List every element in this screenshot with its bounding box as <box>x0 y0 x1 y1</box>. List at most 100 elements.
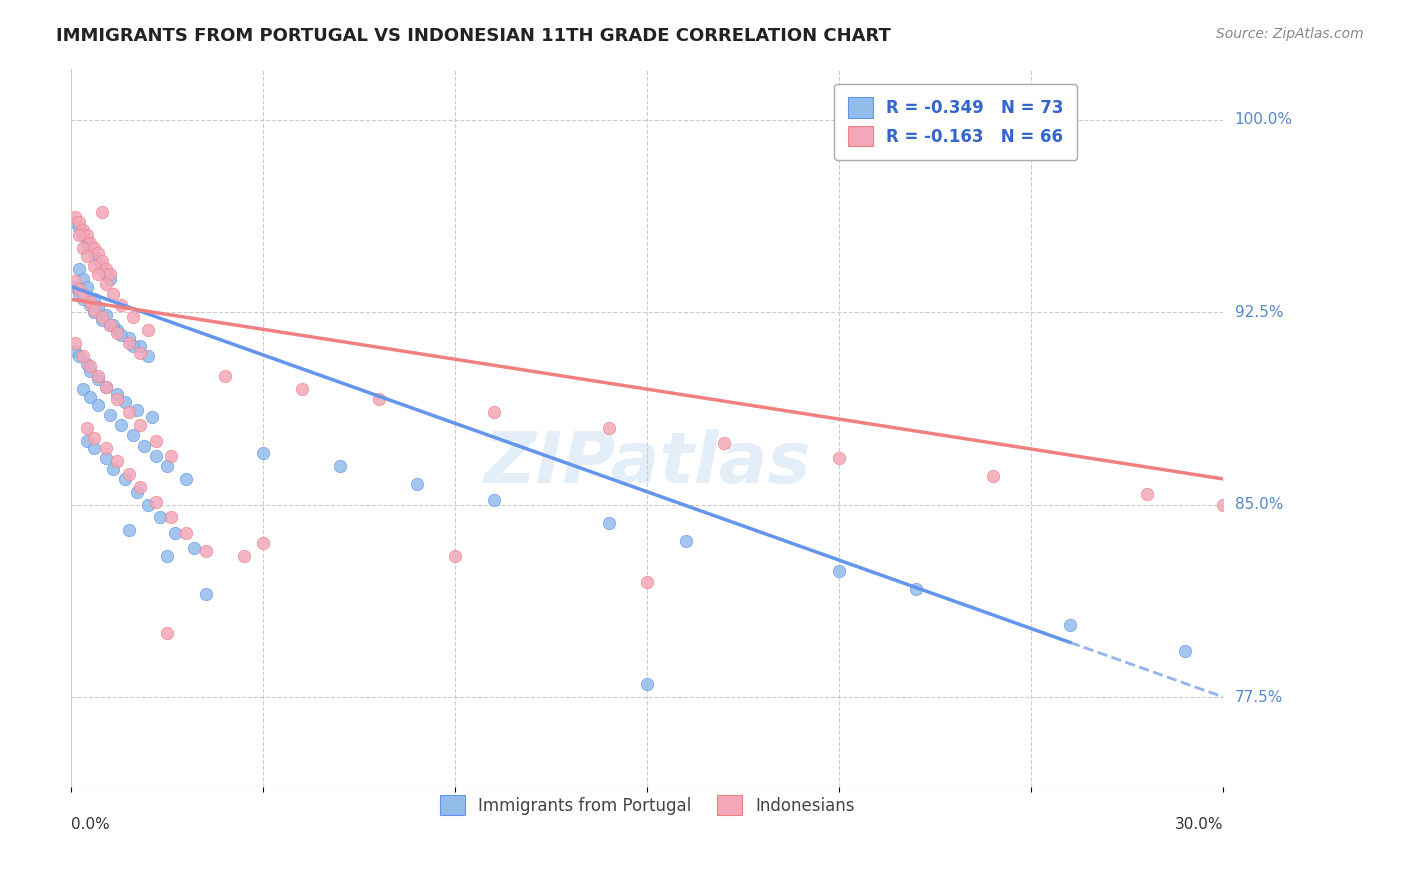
Point <box>83 302 105 317</box>
Point <box>98 272 121 286</box>
Text: Source: ZipAtlas.com: Source: ZipAtlas.com <box>1216 27 1364 41</box>
Point <box>87 372 110 386</box>
Legend: Immigrants from Portugal, Indonesians: Immigrants from Portugal, Indonesians <box>427 781 868 829</box>
Point <box>176 472 198 486</box>
Point <box>141 410 163 425</box>
Text: ZIPatlas: ZIPatlas <box>484 429 811 498</box>
Point <box>194 587 217 601</box>
Point <box>905 582 928 597</box>
Text: IMMIGRANTS FROM PORTUGAL VS INDONESIAN 11TH GRADE CORRELATION CHART: IMMIGRANTS FROM PORTUGAL VS INDONESIAN 1… <box>56 27 891 45</box>
Point <box>91 205 114 219</box>
Point <box>981 469 1004 483</box>
Point <box>79 364 101 378</box>
Point <box>160 449 183 463</box>
Text: 0.0%: 0.0% <box>72 817 110 832</box>
Point <box>828 451 851 466</box>
Point <box>121 428 143 442</box>
Text: 30.0%: 30.0% <box>1175 817 1223 832</box>
Point <box>118 331 141 345</box>
Point <box>67 261 90 276</box>
Point <box>98 318 121 332</box>
Point <box>828 565 851 579</box>
Point <box>87 300 110 314</box>
Point <box>72 382 94 396</box>
Point <box>76 249 98 263</box>
Point <box>675 533 697 548</box>
Point <box>63 336 86 351</box>
Point <box>233 549 256 563</box>
Point <box>63 215 86 229</box>
Point <box>76 420 98 434</box>
Point <box>156 626 179 640</box>
Point <box>291 382 314 396</box>
Point <box>67 287 90 301</box>
Point <box>156 549 179 563</box>
Point <box>103 287 125 301</box>
Point <box>94 267 117 281</box>
Point <box>79 390 101 404</box>
Point <box>72 228 94 243</box>
Point <box>110 297 132 311</box>
Point <box>79 297 101 311</box>
Point <box>94 441 117 455</box>
Point <box>72 293 94 307</box>
Point <box>252 536 274 550</box>
Point <box>598 420 620 434</box>
Point <box>76 279 98 293</box>
Point <box>94 277 117 291</box>
Point <box>103 461 125 475</box>
Point <box>118 467 141 481</box>
Point <box>160 510 183 524</box>
Point <box>67 228 90 243</box>
Point <box>105 326 128 340</box>
Point <box>194 544 217 558</box>
Point <box>125 402 148 417</box>
Point <box>482 405 505 419</box>
Point <box>94 261 117 276</box>
Point <box>114 395 136 409</box>
Point <box>121 338 143 352</box>
Point <box>79 241 101 255</box>
Point <box>176 525 198 540</box>
Point <box>148 510 170 524</box>
Point <box>713 436 735 450</box>
Point <box>125 484 148 499</box>
Point <box>91 254 114 268</box>
Point <box>67 349 90 363</box>
Point <box>76 357 98 371</box>
Point <box>105 392 128 407</box>
Point <box>118 405 141 419</box>
Point <box>129 418 152 433</box>
Point <box>79 235 101 250</box>
Point <box>136 498 159 512</box>
Point <box>83 431 105 445</box>
Point <box>63 275 86 289</box>
Point <box>1174 644 1197 658</box>
Point <box>83 241 105 255</box>
Point <box>91 261 114 276</box>
Point <box>91 313 114 327</box>
Point <box>79 359 101 373</box>
Point <box>636 574 658 589</box>
Point <box>91 310 114 325</box>
Point <box>79 295 101 310</box>
Point <box>72 241 94 255</box>
Point <box>406 477 429 491</box>
Point <box>110 418 132 433</box>
Point <box>367 392 389 407</box>
Point <box>1136 487 1159 501</box>
Point <box>63 279 86 293</box>
Point <box>1212 498 1234 512</box>
Point <box>129 480 152 494</box>
Point <box>76 235 98 250</box>
Text: 85.0%: 85.0% <box>1234 497 1282 512</box>
Point <box>72 287 94 301</box>
Point <box>76 228 98 243</box>
Point <box>67 215 90 229</box>
Point <box>329 459 352 474</box>
Point <box>83 246 105 260</box>
Point <box>252 446 274 460</box>
Point <box>94 379 117 393</box>
Point <box>183 541 205 556</box>
Text: 77.5%: 77.5% <box>1234 690 1282 705</box>
